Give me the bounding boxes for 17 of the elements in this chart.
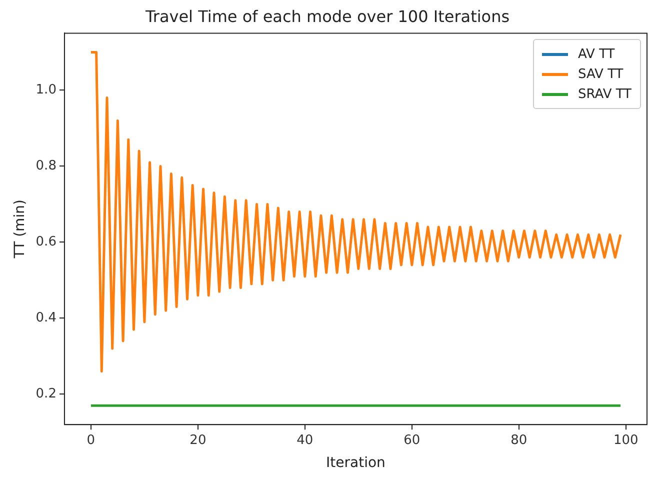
y-tick-label: 0.4 (36, 310, 56, 326)
chart-title: Travel Time of each mode over 100 Iterations (144, 6, 510, 26)
x-tick-label: 100 (613, 432, 638, 448)
y-tick-label: 0.8 (36, 158, 56, 174)
x-tick-label: 80 (510, 432, 528, 448)
legend-label: SAV TT (578, 66, 624, 82)
x-axis-title: Iteration (326, 455, 386, 472)
x-tick-label: 20 (190, 432, 206, 448)
y-axis-title: TT (min) (12, 200, 28, 260)
y-tick-label: 1.0 (36, 82, 56, 98)
legend-label: AV TT (578, 46, 615, 62)
legend-label: SRAV TT (578, 86, 632, 102)
x-tick-label: 40 (296, 432, 314, 448)
x-tick-label: 0 (86, 432, 96, 448)
x-tick-label: 60 (404, 432, 420, 448)
y-tick-label: 0.6 (36, 234, 56, 250)
y-tick-label: 0.2 (36, 386, 56, 402)
